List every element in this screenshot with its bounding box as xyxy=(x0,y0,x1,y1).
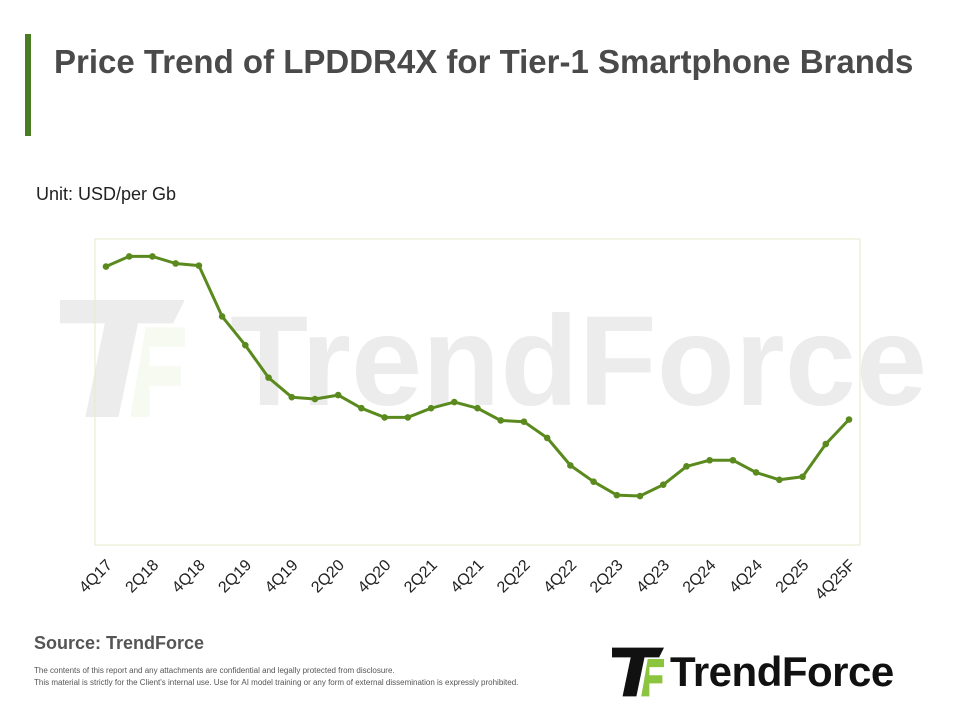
x-tick-label-4Q22: 4Q22 xyxy=(541,557,581,597)
data-point-1Q25 xyxy=(776,476,783,484)
data-point-3Q21 xyxy=(450,398,458,406)
data-point-4Q24 xyxy=(752,469,760,476)
data-point-4Q18 xyxy=(195,262,203,269)
x-tick-label-4Q25F: 4Q25F xyxy=(812,557,859,604)
data-point-4Q25F xyxy=(845,416,853,423)
data-point-3Q20 xyxy=(358,404,365,412)
data-point-4Q20 xyxy=(381,414,388,421)
watermark-text: TrendForce xyxy=(230,290,927,433)
data-point-4Q21 xyxy=(474,404,481,412)
x-tick-label-4Q20: 4Q20 xyxy=(355,557,395,597)
data-point-2Q18 xyxy=(149,253,156,260)
data-point-1Q24 xyxy=(683,463,690,470)
unit-label: Unit: USD/per Gb xyxy=(36,184,177,204)
data-point-2Q23 xyxy=(613,491,621,499)
data-point-2Q24 xyxy=(706,456,713,464)
data-point-4Q23 xyxy=(659,481,667,489)
x-tick-label-4Q21: 4Q21 xyxy=(448,557,488,597)
data-points xyxy=(102,253,853,500)
disclaimer: The contents of this report and any atta… xyxy=(34,665,518,689)
watermark-logo-icon xyxy=(60,300,185,417)
data-point-1Q23 xyxy=(590,478,597,485)
data-point-4Q22 xyxy=(567,462,574,469)
data-point-2Q22 xyxy=(520,418,528,425)
x-tick-label-4Q18: 4Q18 xyxy=(169,557,209,597)
x-tick-label-4Q24: 4Q24 xyxy=(726,557,766,597)
x-tick-label-4Q19: 4Q19 xyxy=(262,557,302,597)
data-point-3Q25 xyxy=(822,440,830,448)
data-point-1Q19 xyxy=(218,313,226,320)
x-tick-label-4Q17: 4Q17 xyxy=(76,557,116,597)
chart-title: Price Trend of LPDDR4X for Tier-1 Smartp… xyxy=(54,43,914,80)
data-point-3Q18 xyxy=(172,260,179,267)
data-point-1Q22 xyxy=(497,417,505,424)
x-tick-label-2Q20: 2Q20 xyxy=(308,557,348,597)
disclaimer-line-1: The contents of this report and any atta… xyxy=(34,666,395,675)
data-point-2Q20 xyxy=(334,391,342,399)
x-tick-label-2Q19: 2Q19 xyxy=(215,557,255,597)
x-tick-label-4Q23: 4Q23 xyxy=(633,557,673,597)
data-point-4Q19 xyxy=(288,393,296,401)
disclaimer-line-2: This material is strictly for the Client… xyxy=(34,678,519,687)
data-point-3Q23 xyxy=(636,492,644,500)
watermark: TrendForce xyxy=(60,290,927,433)
data-point-3Q19 xyxy=(265,374,272,381)
data-point-4Q17 xyxy=(102,263,110,270)
x-tick-label-2Q25: 2Q25 xyxy=(773,557,813,597)
plot-area-border xyxy=(94,238,861,546)
data-point-3Q24 xyxy=(729,456,737,464)
trendforce-logo: TrendForce xyxy=(612,646,932,698)
x-axis-tick-labels: 4Q17 2Q18 4Q18 2Q19 4Q19 2Q20 4Q20 2Q21 4Q21 2Q22… xyxy=(76,557,859,604)
x-tick-label-2Q24: 2Q24 xyxy=(680,557,720,597)
x-tick-label-2Q18: 2Q18 xyxy=(123,557,163,597)
data-point-2Q19 xyxy=(242,341,249,349)
title-accent-bar xyxy=(25,34,31,136)
source-label: Source: TrendForce xyxy=(34,633,205,653)
x-tick-label-2Q23: 2Q23 xyxy=(587,557,627,597)
data-point-3Q22 xyxy=(543,434,551,442)
data-point-2Q21 xyxy=(427,404,435,412)
data-point-2Q25 xyxy=(799,473,806,481)
data-point-1Q18 xyxy=(125,253,133,260)
data-point-1Q20 xyxy=(311,395,319,403)
logo-text: TrendForce xyxy=(670,648,894,695)
trendforce-logo-icon xyxy=(612,647,664,697)
x-tick-label-2Q21: 2Q21 xyxy=(401,557,441,597)
x-tick-label-2Q22: 2Q22 xyxy=(494,557,534,597)
data-point-1Q21 xyxy=(404,414,412,421)
